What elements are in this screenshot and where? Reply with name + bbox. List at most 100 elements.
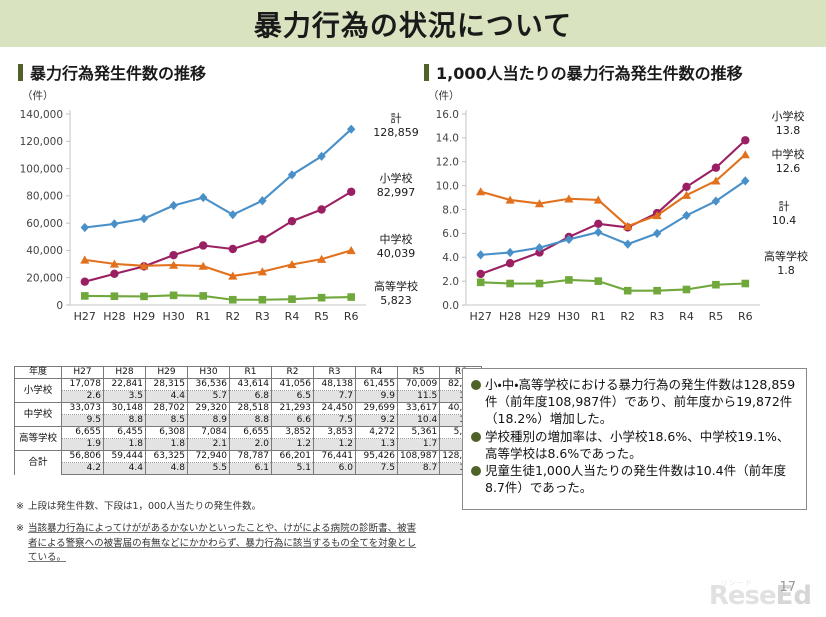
section-heading-rates: 1,000人当たりの暴力行為発生件数の推移 (424, 60, 743, 84)
section-heading-counts-label: 暴力行為発生件数の推移 (30, 64, 207, 83)
data-point-marker (257, 267, 267, 276)
table-header-row: 年度 H27 H28 H29 H30 R1 R2 R3 R4 R5 R6 (14, 366, 483, 379)
data-point-marker (346, 245, 356, 255)
table-cell-rate: 7.5 (313, 414, 356, 427)
table-row: 1.91.81.82.12.01.21.21.31.71.8 (15, 438, 483, 451)
data-point-marker (505, 247, 515, 258)
data-point-marker (682, 210, 691, 221)
table-row: 高等学校 6,655 6,455 6,308 7,084 6,655 3,852 3,853 4… (14, 426, 483, 451)
table-cell-count: 108,987 (396, 450, 441, 463)
series-line (479, 153, 747, 228)
y-axis-tick-label: 40,000 (26, 245, 63, 257)
data-point-marker (741, 136, 750, 145)
table-cell-rate: 7.5 (355, 462, 398, 475)
data-point-marker (80, 222, 89, 233)
table-row-label: 中学校 (14, 402, 62, 427)
table-cell-count: 70,009 (396, 378, 441, 391)
footnote-2-mark: ※ (16, 523, 24, 534)
table-cell-count: 6,455 (103, 426, 146, 439)
data-point-marker (347, 187, 356, 196)
reseed-watermark-logo: リシード ReseEd (709, 580, 812, 611)
table-cell-count: 6,655 (61, 426, 104, 439)
series-end-value: 128,859 (373, 126, 419, 139)
data-point-marker (505, 259, 515, 268)
y-axis-tick-label: 140,000 (20, 109, 63, 121)
table-corner-header: 年度 (14, 366, 62, 379)
table-cell-count: 30,148 (103, 402, 146, 415)
y-axis-tick-label: 0.0 (442, 300, 459, 312)
data-point-marker (81, 292, 89, 300)
x-axis-tick-label: R4 (285, 310, 300, 323)
data-point-marker (139, 214, 149, 224)
data-point-marker (287, 216, 297, 226)
table-cell-rate: 1.7 (396, 438, 441, 451)
series-end-value: 12.6 (776, 162, 801, 175)
data-point-marker (711, 176, 721, 185)
summary-bullet-text: 小・中・高等学校における暴力行為の発生件数は128,859件（前年度108,98… (485, 377, 796, 426)
table-cell-rate: 4.8 (145, 462, 188, 475)
data-point-marker (317, 254, 327, 263)
y-axis-tick-label: 120,000 (20, 136, 63, 148)
table-cell-count: 17,078 (61, 378, 104, 391)
series-line (83, 249, 353, 278)
watermark-wordmark: リシード ReseEd (709, 580, 812, 611)
data-point-marker (169, 250, 178, 260)
header-band (0, 0, 826, 47)
data-point-marker (228, 271, 238, 280)
x-axis-tick-label: H29 (528, 310, 550, 323)
table-column-header: R3 (313, 366, 356, 379)
x-axis-tick-label: R6 (738, 310, 753, 323)
data-point-marker (229, 295, 237, 304)
x-axis-tick-label: H28 (499, 310, 521, 323)
table-cell-rate: 9.9 (355, 390, 398, 403)
data-point-marker (593, 195, 603, 204)
section-heading-rates-label: 1,000人当たりの暴力行為発生件数の推移 (436, 64, 743, 83)
summary-bullet-text: 児童生徒1,000人当たりの発生件数は10.4件（前年度8.7件）であった。 (485, 463, 787, 496)
table-cell-rate: 9.5 (61, 414, 104, 427)
data-point-marker (565, 276, 573, 284)
data-point-marker (140, 292, 148, 301)
table-cell-rate: 6.8 (229, 390, 272, 403)
data-point-marker (476, 269, 485, 279)
table-cell-count: 6,308 (145, 426, 188, 439)
table-row: 4.24.44.85.56.15.16.07.58.710.4 (15, 462, 483, 475)
data-point-marker (228, 210, 237, 220)
series-end-label: 中学校 (380, 232, 413, 246)
data-point-marker (594, 277, 603, 285)
section-marker-icon (424, 63, 429, 81)
y-axis-tick-label: 4.0 (442, 252, 459, 264)
table-cell-count: 59,444 (103, 450, 146, 463)
table-cell-rate: 2.0 (229, 438, 272, 451)
table-cell-count: 6,655 (229, 426, 272, 439)
table-cell-count: 5,361 (396, 426, 441, 439)
watermark-ruby-text: リシード (720, 580, 753, 587)
table-cell-rate: 6.5 (271, 390, 314, 403)
section-heading-counts: 暴力行為発生件数の推移 (18, 60, 206, 84)
data-point-marker (258, 196, 267, 206)
table-column-header: R5 (396, 366, 441, 379)
table-column-header: R4 (355, 366, 398, 379)
series-end-label: 小学校 (772, 109, 805, 123)
summary-bullet: 学校種別の増加率は、小学校18.6%、中学校19.1%、高等学校は8.6%であっ… (471, 429, 798, 463)
footnote-2-text: 当該暴力行為によってけががあるかないかといったことや、けがによる病院の診断書、被… (27, 523, 417, 564)
table-cell-rate: 5.5 (187, 462, 230, 475)
table-row-label: 高等学校 (14, 426, 62, 451)
data-point-marker (740, 150, 750, 159)
table-cell-count: 3,853 (313, 426, 356, 439)
data-point-marker (535, 248, 544, 257)
data-point-marker (711, 163, 721, 172)
series-end-label: 高等学校 (374, 279, 418, 293)
table-cell-rate: 6.6 (271, 414, 314, 427)
data-point-marker (681, 190, 692, 199)
x-axis-tick-label: H30 (162, 310, 184, 323)
table-body: 小学校 17,078 22,841 28,315 36,536 43,614 41,056 4… (14, 378, 483, 475)
summary-bullet-text: 学校種別の増加率は、小学校18.6%、中学校19.1%、高等学校は8.6%であっ… (485, 428, 790, 461)
data-point-marker (169, 291, 178, 300)
data-point-marker (682, 285, 691, 294)
bullet-dot-icon (471, 380, 481, 390)
data-point-marker (623, 221, 633, 230)
data-point-marker (594, 227, 603, 237)
summary-bullet: 児童生徒1,000人当たりの発生件数は10.4件（前年度8.7件）であった。 (471, 463, 798, 497)
table-cell-count: 7,084 (187, 426, 230, 439)
x-axis-tick-label: R2 (225, 310, 240, 323)
